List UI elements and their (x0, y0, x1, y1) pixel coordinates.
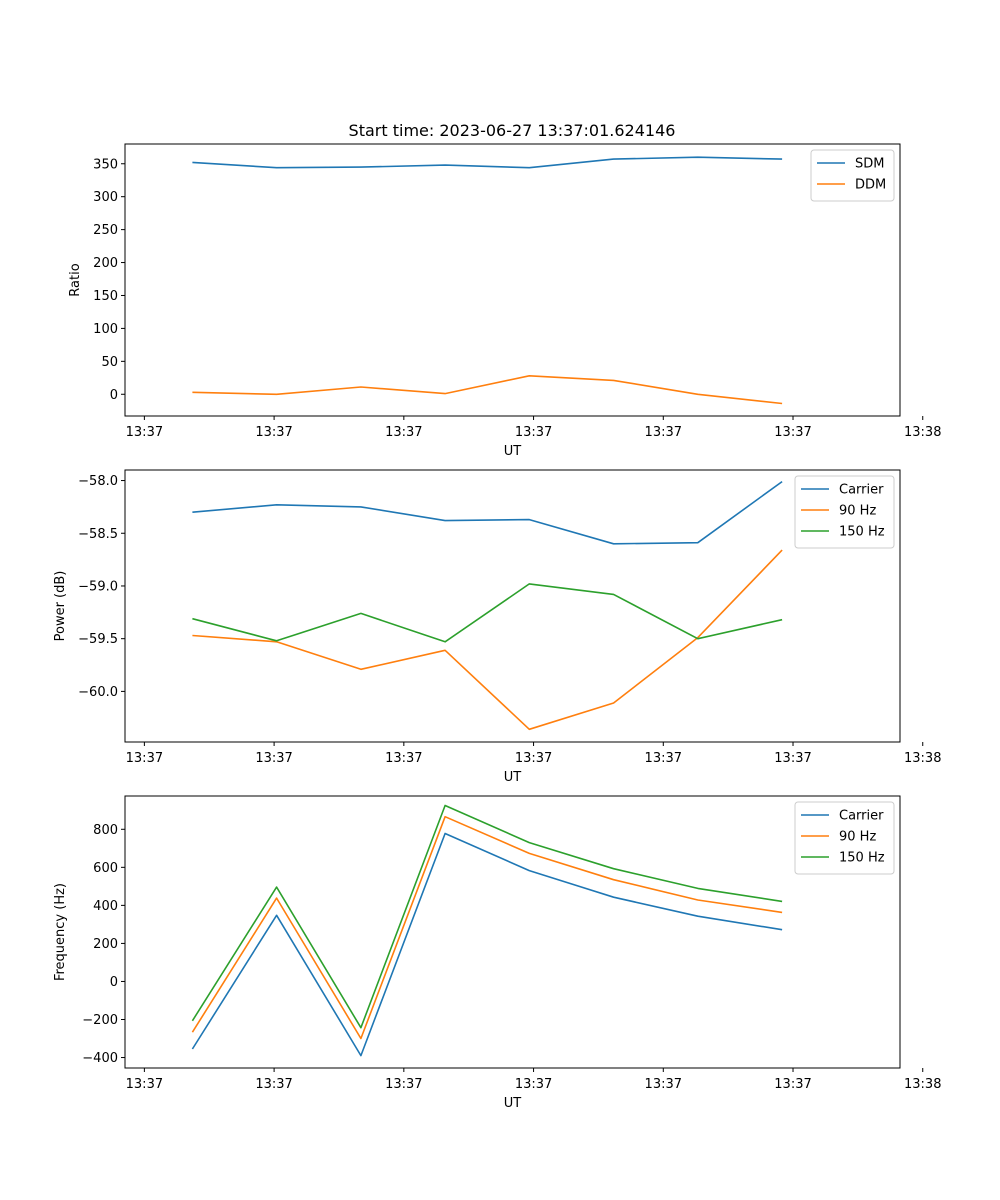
x-tick-label: 13:37 (255, 1077, 292, 1092)
y-tick-label: 600 (93, 861, 118, 876)
power-panel: 13:37 13:37 13:37 13:37 13:37 13:37 13:38 −60.0… (53, 469, 941, 785)
y-axis-label: Power (dB) (53, 571, 68, 642)
y-tick-label: 100 (93, 322, 118, 337)
legend-label: 90 Hz (839, 830, 876, 845)
y-tick-label: 250 (93, 223, 118, 238)
y-tick-label: 300 (93, 190, 118, 205)
y-tick-label: −58.5 (78, 527, 118, 542)
y-tick-label: 0 (110, 388, 118, 403)
x-axis-label: UT (504, 770, 522, 785)
y-tick-label: −58.0 (78, 474, 118, 489)
x-tick-label: 13:38 (904, 751, 941, 766)
series-line-90-hz (191, 815, 783, 1040)
y-tick-label: −59.5 (78, 632, 118, 647)
x-tick-label: 13:37 (126, 751, 163, 766)
x-tick-label: 13:37 (645, 425, 682, 440)
y-tick-label: 800 (93, 823, 118, 838)
y-tick-label: 350 (93, 157, 118, 172)
x-tick-label: 13:37 (774, 751, 811, 766)
y-tick-label: 400 (93, 899, 118, 914)
y-tick-label: 50 (101, 355, 118, 370)
y-axis-label: Ratio (68, 263, 83, 296)
x-axis-label: UT (504, 1096, 522, 1111)
y-tick-label: 200 (93, 937, 118, 952)
legend-label: Carrier (839, 809, 884, 824)
legend-label: 150 Hz (839, 525, 885, 540)
x-tick-label: 13:37 (126, 1077, 163, 1092)
series-line-carrier (192, 480, 783, 545)
y-tick-label: −200 (82, 1013, 118, 1028)
axes-frame (124, 143, 901, 417)
x-tick-label: 13:37 (385, 1077, 422, 1092)
x-tick-label: 13:37 (385, 751, 422, 766)
axes-frame (124, 469, 901, 743)
x-tick-label: 13:37 (515, 1077, 552, 1092)
x-tick-label: 13:38 (904, 425, 941, 440)
x-tick-label: 13:37 (255, 751, 292, 766)
y-tick-label: −400 (82, 1051, 118, 1066)
series-line-sdm (192, 156, 783, 169)
legend-label: SDM (855, 157, 884, 172)
series-line-150-hz (192, 583, 783, 643)
y-tick-label: −59.0 (78, 579, 118, 594)
y-tick-label: 150 (93, 289, 118, 304)
legend-label: 150 Hz (839, 851, 885, 866)
series-line-carrier (191, 832, 783, 1057)
x-axis-label: UT (504, 444, 522, 459)
legend-box (794, 475, 895, 549)
x-tick-label: 13:37 (126, 425, 163, 440)
legend-label: 90 Hz (839, 504, 876, 519)
y-axis-label: Frequency (Hz) (53, 883, 68, 981)
ratio-panel: 13:37 13:37 13:37 13:37 13:37 13:37 13:38 0 50 10… (68, 143, 941, 459)
x-tick-label: 13:37 (385, 425, 422, 440)
x-tick-label: 13:37 (515, 425, 552, 440)
y-tick-label: −60.0 (78, 685, 118, 700)
x-tick-label: 13:37 (515, 751, 552, 766)
legend-box (794, 801, 895, 875)
series-line-ddm (192, 374, 783, 405)
y-tick-label: 0 (110, 975, 118, 990)
figure-title: Start time: 2023-06-27 13:37:01.624146 (349, 121, 676, 140)
legend-label: DDM (855, 178, 886, 193)
x-tick-label: 13:37 (255, 425, 292, 440)
x-tick-label: 13:38 (904, 1077, 941, 1092)
series-line-90-hz (192, 549, 783, 731)
y-tick-label: 200 (93, 256, 118, 271)
frequency-panel: 13:37 13:37 13:37 13:37 13:37 13:37 13:38 −400 −… (53, 795, 941, 1111)
x-tick-label: 13:37 (774, 425, 811, 440)
legend-label: Carrier (839, 483, 884, 498)
axes-frame (124, 795, 901, 1069)
x-tick-label: 13:37 (645, 751, 682, 766)
x-tick-label: 13:37 (645, 1077, 682, 1092)
x-tick-label: 13:37 (774, 1077, 811, 1092)
series-line-150-hz (191, 804, 783, 1029)
